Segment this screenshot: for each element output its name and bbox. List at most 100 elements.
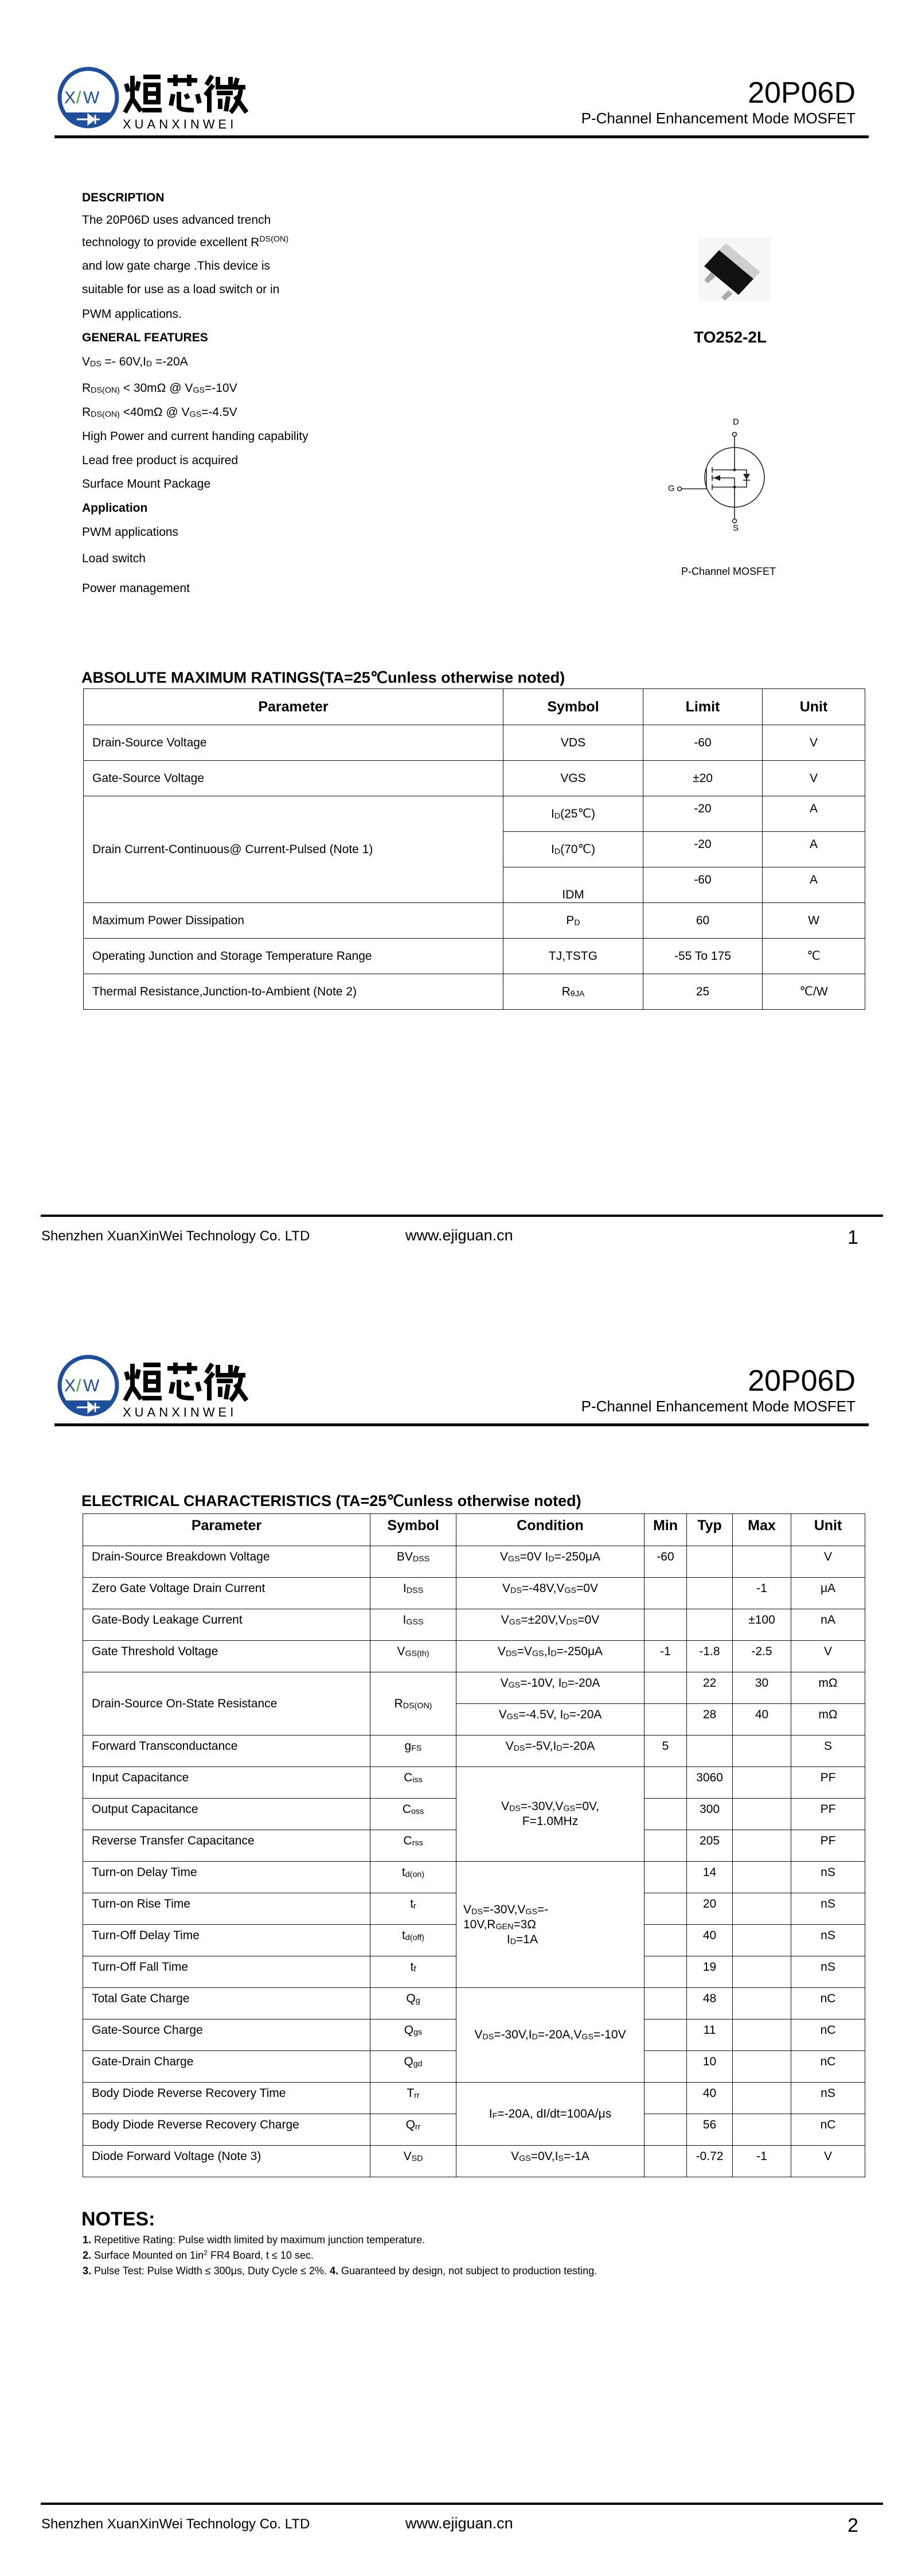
page-1: X / W XUANXINWEI 20P06D P-Channel Enhanc… <box>41 67 883 1248</box>
page-number: 2 <box>847 2515 858 2536</box>
unit-cell: μA <box>791 1577 865 1609</box>
min-cell <box>644 2019 687 2051</box>
parameter-cell: Zero Gate Voltage Drain Current <box>83 1577 370 1609</box>
table-row: Turn-Off Delay Time td(off) 40 nS <box>83 1924 865 1956</box>
feature-item: Surface Mount Package <box>82 477 210 491</box>
text-segment: Q <box>406 1992 416 2005</box>
min-cell <box>644 1609 687 1641</box>
text-segment: V <box>82 355 91 368</box>
parameter-cell: Forward Transconductance <box>83 1735 370 1767</box>
limit-cell: ±20 <box>643 760 763 796</box>
text-segment: (25℃) <box>560 807 596 820</box>
subscript: D <box>510 1937 517 1947</box>
table-row: Gate-Drain Charge Qgd 10 nC <box>83 2050 865 2083</box>
symbol-cell: Crss <box>370 1830 456 1862</box>
notes-heading: NOTES: <box>81 2208 155 2230</box>
unit-cell: S <box>791 1735 865 1767</box>
min-cell <box>644 1672 687 1704</box>
header-divider <box>54 1423 869 1426</box>
text-segment: Pulse Test: Pulse Width ≤ 300μs, Duty Cy… <box>91 2265 330 2277</box>
column-header: Unit <box>762 688 865 725</box>
unit-cell: V <box>762 760 865 796</box>
subscript: GSS <box>406 1617 424 1627</box>
min-cell <box>644 2082 687 2114</box>
subscript: GS <box>189 410 202 419</box>
text-segment: =0V I <box>520 1550 549 1563</box>
min-cell <box>644 1987 687 2019</box>
symbol-cell: td(on) <box>370 1861 456 1893</box>
table-row: Maximum Power Dissipation PD 60 W <box>83 902 865 939</box>
text-segment: I <box>550 807 554 820</box>
typ-cell: 40 <box>686 2082 733 2114</box>
text-segment: and low gate charge .This device is <box>82 259 271 273</box>
typ-cell: 10 <box>686 2050 733 2083</box>
application-item: PWM applications <box>82 526 179 539</box>
subscript: d(off) <box>405 1933 424 1943</box>
typ-cell: 40 <box>686 1924 733 1956</box>
device-subtitle: P-Channel Enhancement Mode MOSFET <box>581 110 856 127</box>
symbol-cell: Qgd <box>370 2050 456 2083</box>
text-segment: V <box>397 1645 405 1658</box>
limit-cell: 25 <box>643 974 763 1010</box>
text-segment: P <box>566 913 575 927</box>
text-segment: =-20A <box>152 355 188 368</box>
column-header: Limit <box>643 688 763 725</box>
symbol-cell: VGS <box>503 760 643 796</box>
drain-label: D <box>733 417 739 427</box>
text-segment: =-5V,I <box>525 1740 557 1753</box>
typ-cell: 56 <box>686 2114 733 2146</box>
table-row: Drain-Source Voltage VDS -60 V <box>83 725 865 761</box>
text-segment: (70℃) <box>560 842 596 856</box>
parameter-cell: Output Capacitance <box>83 1798 370 1830</box>
text-segment: C <box>403 1834 412 1847</box>
subscript: DS <box>509 1804 521 1814</box>
unit-cell: mΩ <box>791 1703 865 1736</box>
max-cell: -1 <box>732 2145 791 2177</box>
symbol-cell: gFS <box>370 1735 456 1767</box>
text-segment: =-48V,V <box>521 1582 565 1595</box>
table-row: VGS=-4.5V, ID=-20A 28 40 mΩ <box>83 1703 865 1736</box>
subscript: GS <box>564 1586 577 1596</box>
symbol-cell: IGSS <box>370 1609 456 1641</box>
limit-cell: -20 <box>643 796 763 832</box>
subscript: rss <box>412 1838 423 1848</box>
column-header: Typ <box>686 1513 733 1546</box>
mosfet-schematic <box>677 431 765 524</box>
subscript: f <box>413 1964 416 1974</box>
condition-cell: VGS=±20V,VDS=0V <box>456 1609 645 1641</box>
description-heading: DESCRIPTION <box>82 191 165 204</box>
column-header: Parameter <box>83 688 503 725</box>
table-row: Input Capacitance Ciss VDS=-30V,VGS=0V, F=… <box>83 1766 865 1862</box>
subscript: D <box>532 2032 538 2042</box>
text-segment: g <box>404 1740 412 1753</box>
footer-divider <box>41 1215 883 1217</box>
device-subtitle: P-Channel Enhancement Mode MOSFET <box>581 1398 856 1415</box>
table-header-row: Parameter Symbol Condition Min Typ Max U… <box>83 1513 865 1546</box>
feature-item: Lead free product is acquired <box>82 454 238 468</box>
symbol-cell: VDS <box>503 725 643 761</box>
unit-cell: nS <box>791 1924 865 1956</box>
unit-cell: ℃/W <box>762 974 865 1010</box>
column-header: Unit <box>791 1513 865 1546</box>
max-cell <box>732 1893 791 1925</box>
text-segment: =-250μA <box>556 1645 603 1658</box>
condition-cell: VGS=0V,IS=-1A <box>456 2145 645 2177</box>
text-segment: =±20V,V <box>521 1613 567 1626</box>
footer-website-link[interactable]: www.ejiguan.cn <box>405 1227 513 1244</box>
symbol-cell: RθJA <box>503 974 643 1010</box>
subscript: DS <box>482 2032 494 2042</box>
application-item: Power management <box>82 582 190 595</box>
unit-cell: A <box>762 831 865 867</box>
text-segment: T <box>407 2087 415 2100</box>
symbol-cell: IDM <box>503 867 643 903</box>
max-cell <box>732 2082 791 2114</box>
text-segment: suitable for use as a load switch or in <box>82 283 280 296</box>
min-cell: -1 <box>644 1640 687 1672</box>
text-segment: V <box>403 2150 412 2163</box>
parameter-cell: Maximum Power Dissipation <box>83 902 503 939</box>
footer-website-link[interactable]: www.ejiguan.cn <box>405 2515 513 2532</box>
svg-text:X: X <box>64 88 76 107</box>
svg-text:/: / <box>76 1376 81 1395</box>
subscript: DS(ON) <box>91 410 120 419</box>
subscript: GS <box>508 1680 521 1690</box>
